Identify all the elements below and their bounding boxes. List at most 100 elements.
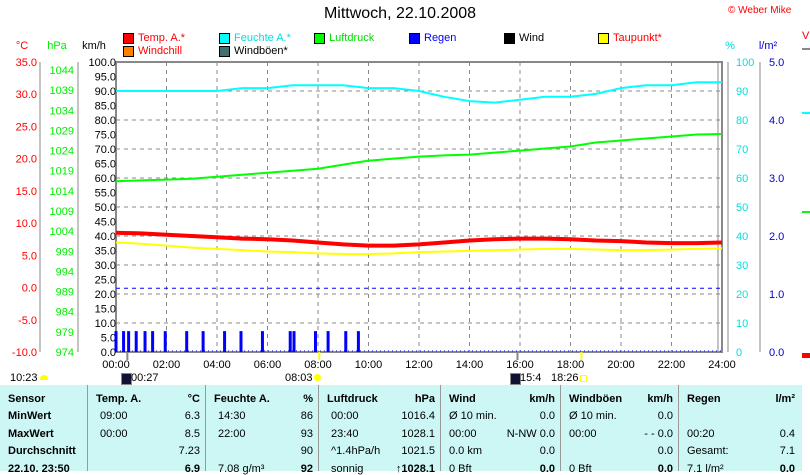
table-cell-info: 23:40: [331, 427, 359, 440]
temp-tick-label: 15.0: [16, 186, 37, 198]
pressure-tick-label: 1039: [50, 85, 74, 97]
legend-item: Temp. A.*: [123, 32, 185, 44]
pressure-tick-label: 1014: [50, 186, 74, 198]
humidity-unit-label: %: [725, 40, 735, 52]
legend-swatch: [504, 32, 515, 44]
column-header: Sensor: [8, 393, 46, 405]
pressure-tick-label: 1009: [50, 206, 74, 218]
table-cell-info: Ø 10 min.: [449, 410, 497, 422]
table-cell-value: 0.0: [657, 410, 673, 422]
moon-icon: [40, 375, 48, 380]
table-cell-value: - - 0.0: [644, 427, 673, 440]
table-column: Wind km/h Ø 10 min. 0.0 00:00 N-NW 0.0 0.0 km 0…: [440, 385, 561, 475]
column-unit: km/h: [647, 393, 673, 405]
wind-tick-label: 15.0: [95, 304, 116, 316]
sunset-icon: [580, 375, 587, 382]
rain-bar: [326, 331, 330, 352]
row-label: MinWert: [8, 410, 52, 422]
temp-tick-label: 10.0: [16, 218, 37, 230]
x-tick-label: 04:00: [203, 359, 231, 371]
table-cell-info: Gesamt:: [687, 445, 729, 457]
sunrise-time: 08:03: [285, 372, 313, 384]
legend-item: Wind: [504, 32, 544, 44]
legend-label: Regen: [424, 32, 457, 44]
humidity-tick-label: 40: [736, 231, 748, 243]
wind-tick-label: 40.0: [95, 231, 116, 243]
humidity-tick-label: 30: [736, 260, 748, 272]
x-tick-label: 00:00: [102, 359, 130, 371]
column-header: Regen: [687, 393, 721, 405]
row-label: Durchschnitt: [8, 445, 76, 457]
series-taupunkt: [115, 241, 723, 256]
pressure-tick-label: 1044: [50, 65, 74, 77]
rain-bar: [356, 331, 360, 352]
table-cell-info: 22:00: [218, 427, 246, 440]
legend-swatch: [219, 32, 230, 44]
side-strip-humidity: [802, 112, 810, 114]
temp-tick-label: 5.0: [22, 250, 37, 262]
column-unit: °C: [187, 393, 200, 405]
legend-swatch: [123, 45, 134, 57]
side-strip-axis: [802, 48, 810, 50]
table-column: Windböen km/h Ø 10 min. 0.0 00:00 - - 0.0 0.0 0…: [560, 385, 679, 475]
sunset-time: 18:26: [551, 372, 579, 384]
rain-bar: [239, 331, 243, 352]
column-header: Temp. A.: [96, 393, 142, 405]
wind-tick-label: 35.0: [95, 246, 116, 258]
rain-tick-label: 5.0: [769, 57, 784, 69]
table-cell-info: 7.1 l/m²: [687, 462, 724, 475]
rain-bar: [260, 331, 264, 352]
legend-label: Feuchte A.*: [234, 32, 291, 44]
x-tick-label: 24:00: [708, 359, 736, 371]
legend-swatch: [314, 32, 325, 44]
rain-bar: [201, 331, 205, 352]
rain-bar: [143, 331, 147, 352]
table-cell-info: 14:30: [218, 410, 246, 422]
temp-tick-label: 30.0: [16, 89, 37, 101]
table-cell-info: 00:00: [331, 410, 359, 422]
humidity-tick-label: 50: [736, 202, 748, 214]
temp-tick-label: 25.0: [16, 121, 37, 133]
table-cell-info: sonnig: [331, 462, 364, 475]
pressure-tick-label: 1019: [50, 166, 74, 178]
pressure-unit-label: hPa: [47, 40, 67, 52]
table-cell-value: 0.0: [657, 445, 673, 457]
series-luftdruck: [115, 133, 723, 183]
rain-tick-label: 0.0: [769, 347, 784, 359]
table-cell-value: 8.5: [184, 427, 200, 440]
legend-swatch: [409, 32, 420, 44]
wind-tick-label: 0.0: [101, 347, 116, 359]
pressure-tick-label: 1024: [50, 146, 74, 158]
table-cell-value: 1016.4: [401, 410, 435, 422]
legend-item: Luftdruck: [314, 32, 374, 44]
stats-table: Sensor MinWert MaxWert Durchschnitt 22.10. 2…: [0, 385, 802, 475]
x-tick-label: 16:00: [506, 359, 534, 371]
temp-tick-label: 0.0: [22, 283, 37, 295]
temp-tick-label: 35.0: [16, 57, 37, 69]
x-tick-label: 22:00: [658, 359, 686, 371]
column-header: Feuchte A.: [214, 393, 270, 405]
table-cell-info: 00:00: [100, 427, 128, 440]
table-cell-value: 6.9: [184, 462, 200, 475]
pressure-tick-label: 1034: [50, 105, 74, 117]
legend-swatch: [219, 45, 230, 57]
table-cell-info: Ø 10 min.: [569, 410, 617, 422]
moonrise-time: 00:27: [131, 372, 159, 384]
table-cell-value: 7.1: [779, 445, 795, 457]
table-column: Regen l/m² 00:20 0.4 Gesamt: 7.1 7.1 l/m² 0.0: [678, 385, 801, 475]
x-tick-label: 14:00: [456, 359, 484, 371]
legend-item: Regen: [409, 32, 456, 44]
pressure-tick-label: 1029: [50, 125, 74, 137]
wind-tick-label: 65.0: [95, 159, 116, 171]
temp-tick-label: 20.0: [16, 154, 37, 166]
legend-label: Windböen*: [234, 45, 288, 57]
humidity-tick-label: 60: [736, 173, 748, 185]
legend-item: Taupunkt*: [598, 32, 662, 44]
legend-item: Windchill: [123, 45, 182, 57]
temp-unit-label: °C: [16, 40, 28, 52]
rain-bar: [344, 331, 348, 352]
wind-tick-label: 85.0: [95, 101, 116, 113]
table-cell-value: 0.4: [779, 427, 795, 440]
table-cell-value: 0.0: [539, 462, 555, 475]
table-column: Luftdruck hPa 00:00 1016.4 23:40 1028.1 ^1.4hP…: [318, 385, 441, 475]
